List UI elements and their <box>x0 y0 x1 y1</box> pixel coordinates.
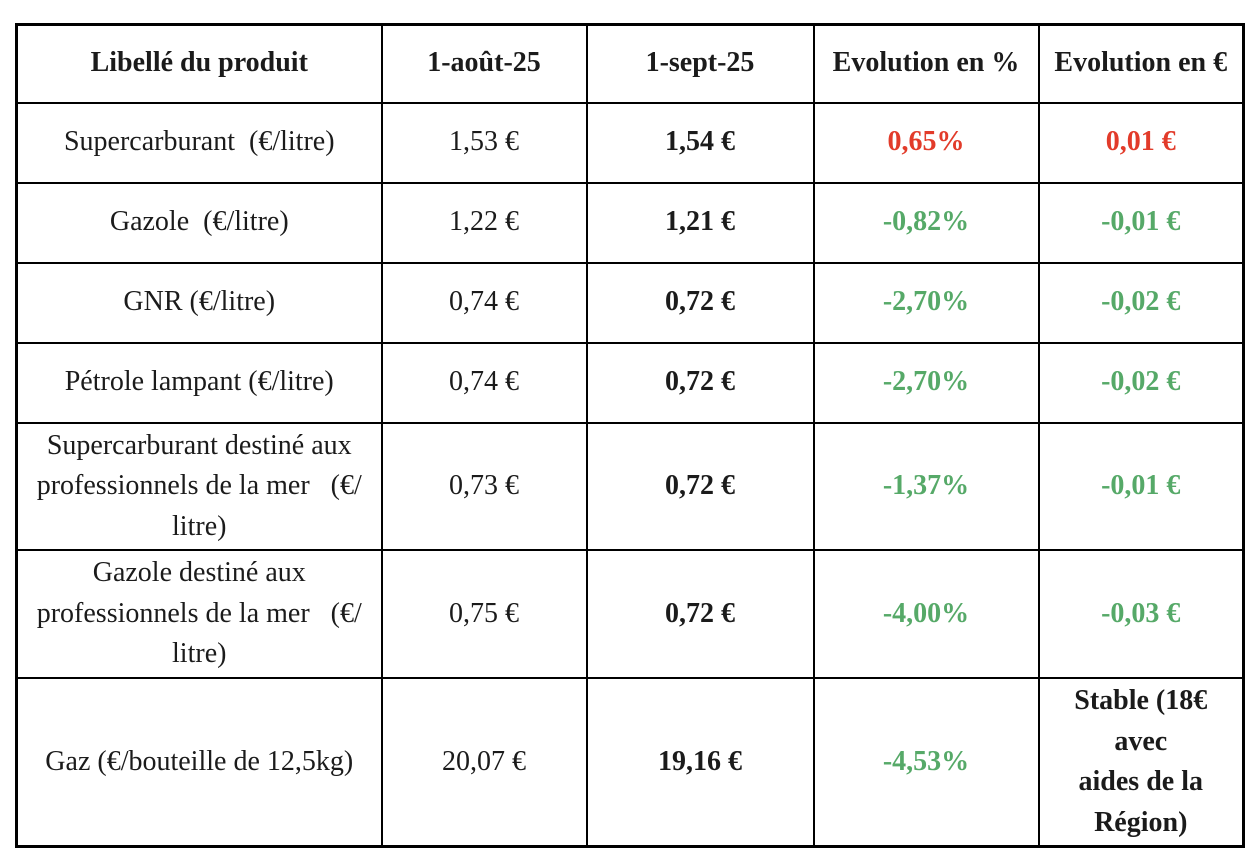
product-label-cell: Supercarburant (€/litre) <box>15 101 383 184</box>
price-august-cell: 0,75 € <box>380 549 588 680</box>
evolution-euro-cell: Stable (18€ avec aides de la Région) <box>1037 677 1245 848</box>
table-row-petrole-lampant: Pétrole lampant (€/litre) 0,74 € 0,72 € … <box>15 341 1245 424</box>
col-header-product: Libellé du produit <box>15 23 383 104</box>
col-header-date-august: 1-août-25 <box>380 23 588 104</box>
table-row-supercarburant-mer: Supercarburant destiné aux professionnel… <box>15 421 1245 552</box>
evolution-percent-cell: -2,70% <box>812 261 1040 344</box>
evolution-euro-cell: -0,03 € <box>1037 549 1245 680</box>
price-august-cell: 0,73 € <box>380 421 588 552</box>
col-header-date-september: 1-sept-25 <box>585 23 815 104</box>
price-august-cell: 1,22 € <box>380 181 588 264</box>
product-label-cell: Pétrole lampant (€/litre) <box>15 341 383 424</box>
col-header-evolution-percent: Evolution en % <box>812 23 1040 104</box>
price-september-cell: 0,72 € <box>585 421 815 552</box>
col-header-evolution-euro: Evolution en € <box>1037 23 1245 104</box>
evolution-euro-cell: 0,01 € <box>1037 101 1245 184</box>
product-label-cell: Gazole (€/litre) <box>15 181 383 264</box>
price-august-cell: 0,74 € <box>380 261 588 344</box>
table-row-gazole-mer: Gazole destiné aux professionnels de la … <box>15 549 1245 680</box>
table-row-gnr: GNR (€/litre) 0,74 € 0,72 € -2,70% -0,02… <box>15 261 1245 344</box>
evolution-euro-cell: -0,02 € <box>1037 341 1245 424</box>
table-row-gaz: Gaz (€/bouteille de 12,5kg) 20,07 € 19,1… <box>15 677 1245 848</box>
price-september-cell: 0,72 € <box>585 549 815 680</box>
evolution-percent-cell: -4,53% <box>812 677 1040 848</box>
evolution-euro-cell: -0,01 € <box>1037 421 1245 552</box>
evolution-percent-cell: 0,65% <box>812 101 1040 184</box>
evolution-percent-cell: -0,82% <box>812 181 1040 264</box>
evolution-percent-cell: -2,70% <box>812 341 1040 424</box>
evolution-euro-cell: -0,01 € <box>1037 181 1245 264</box>
price-september-cell: 1,21 € <box>585 181 815 264</box>
price-september-cell: 19,16 € <box>585 677 815 848</box>
product-label-cell: Gazole destiné aux professionnels de la … <box>15 549 383 680</box>
price-august-cell: 1,53 € <box>380 101 588 184</box>
evolution-euro-cell: -0,02 € <box>1037 261 1245 344</box>
price-august-cell: 0,74 € <box>380 341 588 424</box>
header-row: Libellé du produit 1-août-25 1-sept-25 E… <box>15 23 1245 104</box>
evolution-percent-cell: -1,37% <box>812 421 1040 552</box>
price-september-cell: 0,72 € <box>585 261 815 344</box>
product-label-cell: GNR (€/litre) <box>15 261 383 344</box>
fuel-price-table: Libellé du produit 1-août-25 1-sept-25 E… <box>15 23 1245 849</box>
evolution-percent-cell: -4,00% <box>812 549 1040 680</box>
product-label-cell: Gaz (€/bouteille de 12,5kg) <box>15 677 383 848</box>
price-august-cell: 20,07 € <box>380 677 588 848</box>
product-label-cell: Supercarburant destiné aux professionnel… <box>15 421 383 552</box>
table-row-supercarburant: Supercarburant (€/litre) 1,53 € 1,54 € 0… <box>15 101 1245 184</box>
price-september-cell: 0,72 € <box>585 341 815 424</box>
price-september-cell: 1,54 € <box>585 101 815 184</box>
table-row-gazole: Gazole (€/litre) 1,22 € 1,21 € -0,82% -0… <box>15 181 1245 264</box>
